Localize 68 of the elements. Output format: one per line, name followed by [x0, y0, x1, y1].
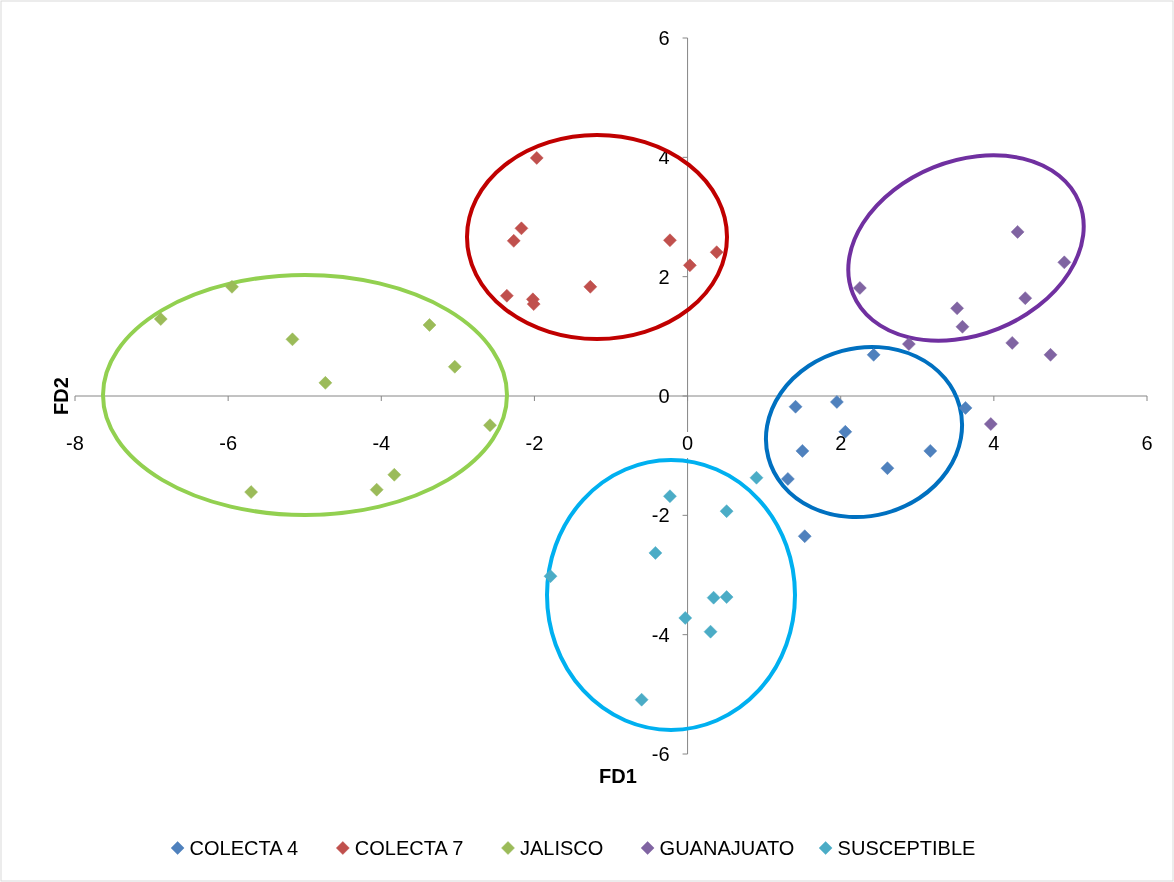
point: [387, 468, 402, 482]
point: [663, 233, 677, 248]
x-tick-label: -4: [372, 432, 391, 454]
legend-label: JALISCO: [520, 837, 604, 859]
point: [529, 151, 544, 165]
point: [285, 332, 300, 347]
point: [483, 418, 497, 432]
y-axis-title: FD2: [50, 377, 72, 415]
point: [902, 337, 916, 351]
point: [706, 590, 721, 605]
point: [1005, 336, 1019, 350]
point: [853, 281, 867, 295]
point: [678, 611, 693, 625]
x-tick-label: -8: [66, 432, 84, 454]
point: [719, 590, 734, 604]
point: [880, 461, 895, 475]
point: [154, 312, 168, 326]
point: [958, 401, 973, 415]
legend-label: SUSCEPTIBLE: [837, 837, 976, 859]
point: [507, 234, 521, 248]
point: [543, 569, 558, 583]
point: [1043, 348, 1058, 362]
point: [709, 245, 724, 259]
point: [500, 289, 514, 303]
y-tick-label: 2: [658, 265, 670, 288]
point: [719, 504, 734, 518]
y-tick-label: -4: [651, 623, 670, 646]
point: [749, 470, 764, 485]
point: [703, 624, 718, 639]
point: [795, 444, 810, 458]
y-tick-label: 0: [658, 385, 670, 407]
point: [648, 546, 663, 560]
point: [422, 318, 437, 332]
x-tick-label: -2: [525, 432, 544, 454]
x-tick-label: 6: [1141, 432, 1153, 454]
point: [1018, 291, 1032, 305]
point: [830, 395, 844, 409]
point: [448, 360, 462, 374]
point: [923, 444, 938, 458]
point: [1010, 225, 1025, 239]
legend-label: GUANAJUATO: [659, 837, 795, 859]
point: [955, 320, 970, 334]
point: [950, 301, 964, 316]
x-tick-label: 4: [988, 432, 1000, 454]
x-axis-title: FD1: [599, 765, 637, 787]
legend-label: COLECTA 4: [189, 837, 299, 859]
x-tick-label: -6: [219, 432, 238, 454]
point: [1057, 255, 1072, 270]
x-tick-label: 0: [682, 432, 694, 454]
point: [663, 489, 677, 503]
y-tick-label: -6: [651, 743, 670, 765]
legend-label: COLECTA 7: [354, 837, 464, 859]
point: [781, 472, 795, 486]
point: [244, 485, 258, 499]
point: [514, 221, 529, 236]
point: [683, 258, 697, 273]
point: [788, 399, 803, 414]
point: [797, 529, 812, 543]
point: [225, 280, 239, 294]
y-tick-label: 6: [658, 27, 670, 49]
point: [984, 417, 998, 431]
y-tick-label: -2: [651, 504, 670, 527]
point: [369, 482, 384, 497]
point: [866, 348, 881, 362]
point: [634, 692, 649, 707]
point: [583, 280, 598, 294]
x-tick-label: 2: [835, 432, 847, 454]
point: [318, 376, 333, 390]
